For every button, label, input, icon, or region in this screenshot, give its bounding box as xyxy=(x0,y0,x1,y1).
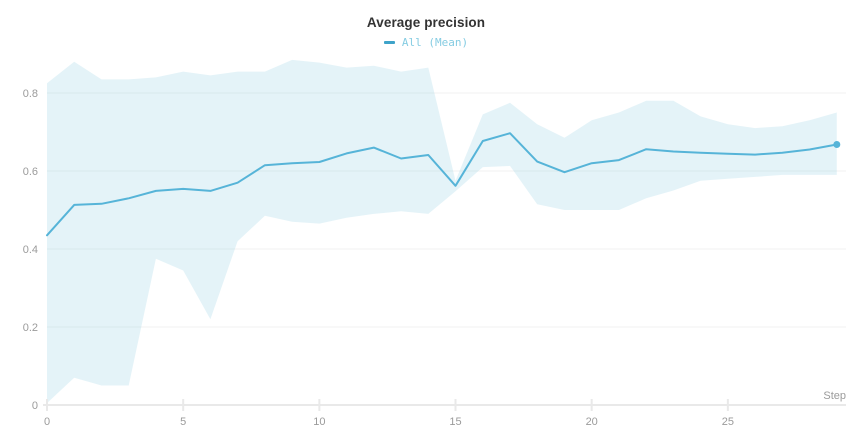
last-point-dot xyxy=(833,140,841,148)
x-tick-label: 10 xyxy=(313,416,325,428)
y-tick-label: 0.6 xyxy=(23,166,38,178)
x-tick-label: 20 xyxy=(586,416,598,428)
confidence-band xyxy=(47,59,837,404)
x-tick-label: 5 xyxy=(180,416,186,428)
chart-legend: All (Mean) xyxy=(0,36,852,49)
legend-line-swatch xyxy=(383,41,395,44)
legend-label: All (Mean) xyxy=(401,36,469,49)
y-tick-label: 0 xyxy=(32,400,38,412)
x-axis-title: Step xyxy=(823,390,846,402)
x-tick-label: 0 xyxy=(44,416,50,428)
x-tick-label: 15 xyxy=(449,416,461,428)
y-tick-label: 0.2 xyxy=(23,322,38,334)
chart-title: Average precision xyxy=(366,15,486,30)
mean-line xyxy=(46,132,838,237)
y-tick-label: 0.4 xyxy=(23,244,38,256)
x-tick-label: 25 xyxy=(722,416,734,428)
y-tick-label: 0.8 xyxy=(23,88,38,100)
